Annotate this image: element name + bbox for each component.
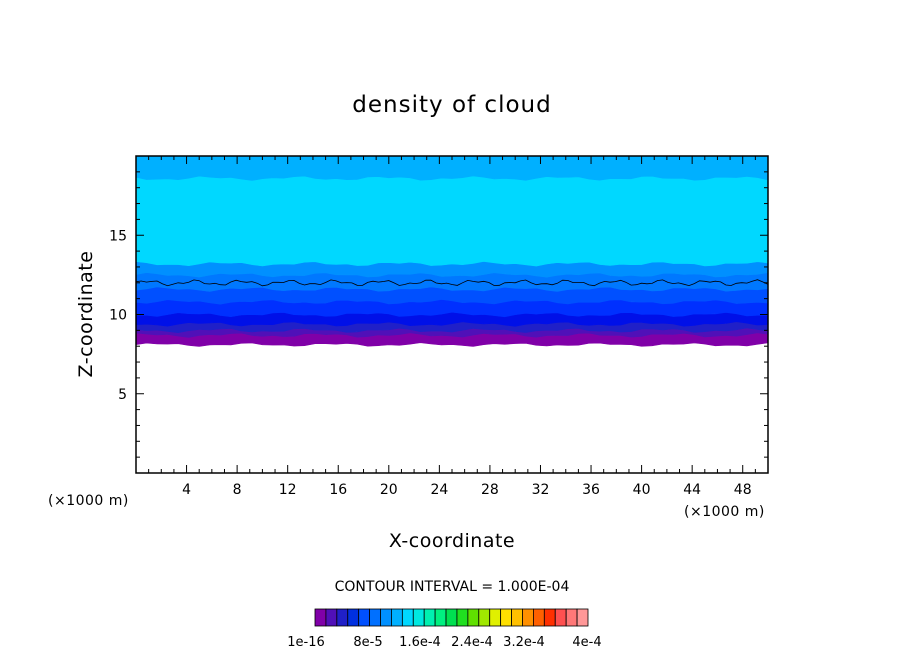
x-tick-label: 20 bbox=[380, 482, 398, 498]
x-tick-label: 36 bbox=[582, 482, 600, 498]
colorbar-swatch bbox=[445, 608, 458, 627]
colorbar-swatch bbox=[412, 608, 425, 627]
colorbar-label: 2.4e-4 bbox=[451, 635, 493, 650]
colorbar-swatch bbox=[336, 608, 349, 627]
x-tick-label: 28 bbox=[481, 482, 499, 498]
colorbar-swatch bbox=[347, 608, 360, 627]
y-tick-label: 10 bbox=[109, 308, 127, 324]
colorbar-swatch bbox=[369, 608, 381, 627]
x-axis-label: X-coordinate bbox=[389, 530, 515, 552]
colorbar-swatch bbox=[401, 608, 414, 627]
colorbar-swatch bbox=[358, 608, 370, 627]
x-axis-unit: (×1000 m) bbox=[684, 504, 765, 520]
colorbar-label: 1.6e-4 bbox=[399, 635, 441, 650]
x-tick-label: 8 bbox=[233, 482, 242, 498]
x-axis-ticks: 4 8 12 16 20 24 28 32 36 40 44 48 bbox=[135, 156, 769, 498]
contour-interval-label: CONTOUR INTERVAL = 1.000E-04 bbox=[335, 579, 570, 595]
x-tick-label: 16 bbox=[329, 482, 347, 498]
colorbar-swatch bbox=[543, 608, 556, 627]
plot-area bbox=[135, 155, 769, 347]
contour-line bbox=[135, 279, 769, 287]
colorbar-label: 8e-5 bbox=[353, 635, 382, 650]
colorbar-swatch bbox=[467, 608, 480, 627]
colorbar-swatch bbox=[325, 608, 338, 627]
colorbar-swatch bbox=[522, 608, 534, 627]
colorbar-swatch bbox=[533, 608, 545, 627]
x-tick-label: 40 bbox=[633, 482, 651, 498]
colorbar-swatch bbox=[489, 608, 502, 627]
colorbar-label: 3.2e-4 bbox=[503, 635, 545, 650]
y-axis-ticks: 5 10 15 bbox=[109, 155, 768, 474]
colorbar-swatch bbox=[565, 608, 578, 627]
colorbar-swatch bbox=[434, 608, 447, 627]
colorbar-swatch bbox=[456, 608, 469, 627]
colorbar-swatch bbox=[391, 608, 403, 627]
x-tick-label: 48 bbox=[734, 482, 752, 498]
colorbar-label: 4e-4 bbox=[572, 635, 601, 650]
y-tick-label: 15 bbox=[109, 228, 127, 244]
x-tick-label: 4 bbox=[182, 482, 191, 498]
colorbar-label: 1e-16 bbox=[287, 635, 325, 650]
chart-title: density of cloud bbox=[352, 92, 551, 118]
colorbar-swatch bbox=[380, 608, 392, 627]
colorbar-swatch bbox=[423, 608, 436, 627]
colorbar bbox=[314, 608, 589, 627]
colorbar-swatch bbox=[554, 608, 567, 627]
colorbar-swatch bbox=[576, 608, 589, 627]
x-tick-label: 44 bbox=[683, 482, 701, 498]
colorbar-swatch bbox=[314, 608, 327, 627]
x-tick-label: 24 bbox=[430, 482, 448, 498]
colorbar-swatch bbox=[500, 608, 512, 627]
colorbar-swatch bbox=[478, 608, 491, 627]
x-origin-unit: (×1000 m) bbox=[48, 493, 129, 509]
colorbar-swatch bbox=[511, 608, 523, 627]
colorbar-labels: 1e-16 8e-5 1.6e-4 2.4e-4 3.2e-4 4e-4 bbox=[287, 635, 601, 650]
x-tick-label: 12 bbox=[279, 482, 297, 498]
cloud-layer-8 bbox=[135, 175, 769, 267]
y-axis-label: Z-coordinate bbox=[75, 251, 97, 378]
x-tick-label: 32 bbox=[532, 482, 550, 498]
y-tick-label: 5 bbox=[118, 387, 127, 403]
